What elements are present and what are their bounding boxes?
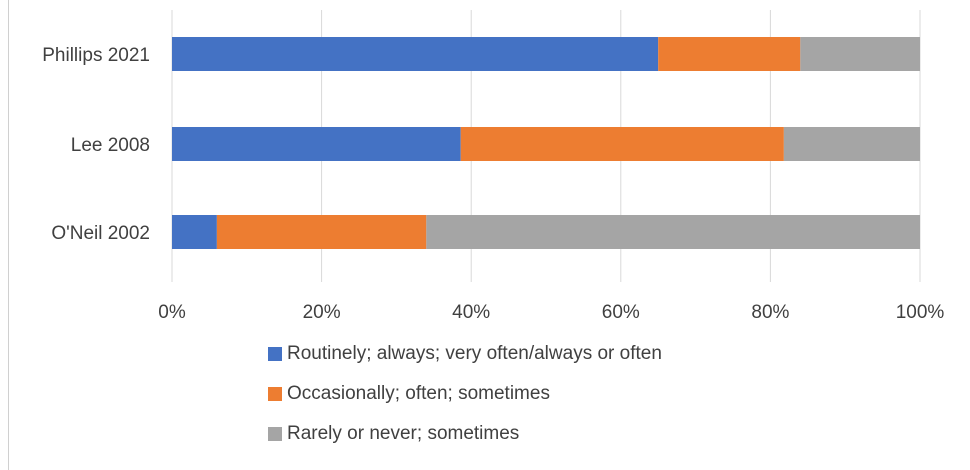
x-tick-label: 20%	[303, 302, 341, 323]
category-label: O'Neil 2002	[51, 223, 150, 244]
x-tick-label: 100%	[896, 302, 945, 323]
bar-segment	[658, 37, 801, 71]
bar-segment	[172, 215, 217, 249]
legend-label: Occasionally; often; sometimes	[287, 383, 550, 404]
bar-segment	[426, 215, 920, 249]
legend-item: Rarely or never; sometimes	[268, 424, 948, 444]
category-label: Lee 2008	[71, 135, 150, 156]
bar-segment	[172, 37, 659, 71]
legend-label: Rarely or never; sometimes	[287, 423, 520, 444]
legend-item: Occasionally; often; sometimes	[268, 384, 948, 404]
legend-item: Routinely; always; very often/always or …	[268, 344, 948, 364]
x-tick-label: 0%	[158, 302, 186, 323]
legend-swatch	[268, 387, 282, 401]
legend-label: Routinely; always; very often/always or …	[287, 343, 662, 364]
x-tick-label: 80%	[751, 302, 789, 323]
legend-swatch	[268, 347, 282, 361]
bar-segment	[216, 215, 427, 249]
x-tick-label: 40%	[452, 302, 490, 323]
legend: Routinely; always; very often/always or …	[268, 344, 948, 464]
x-tick-label: 60%	[602, 302, 640, 323]
legend-swatch	[268, 427, 282, 441]
plot-area: Phillips 2021 Lee 2008 O'Neil 2002 0% 20% 40%…	[42, 10, 945, 323]
bar-segment	[783, 127, 920, 161]
category-label: Phillips 2021	[42, 45, 150, 66]
bar-segment	[460, 127, 784, 161]
bar-segment	[800, 37, 920, 71]
bar-segment	[172, 127, 461, 161]
frame-border	[8, 0, 9, 470]
